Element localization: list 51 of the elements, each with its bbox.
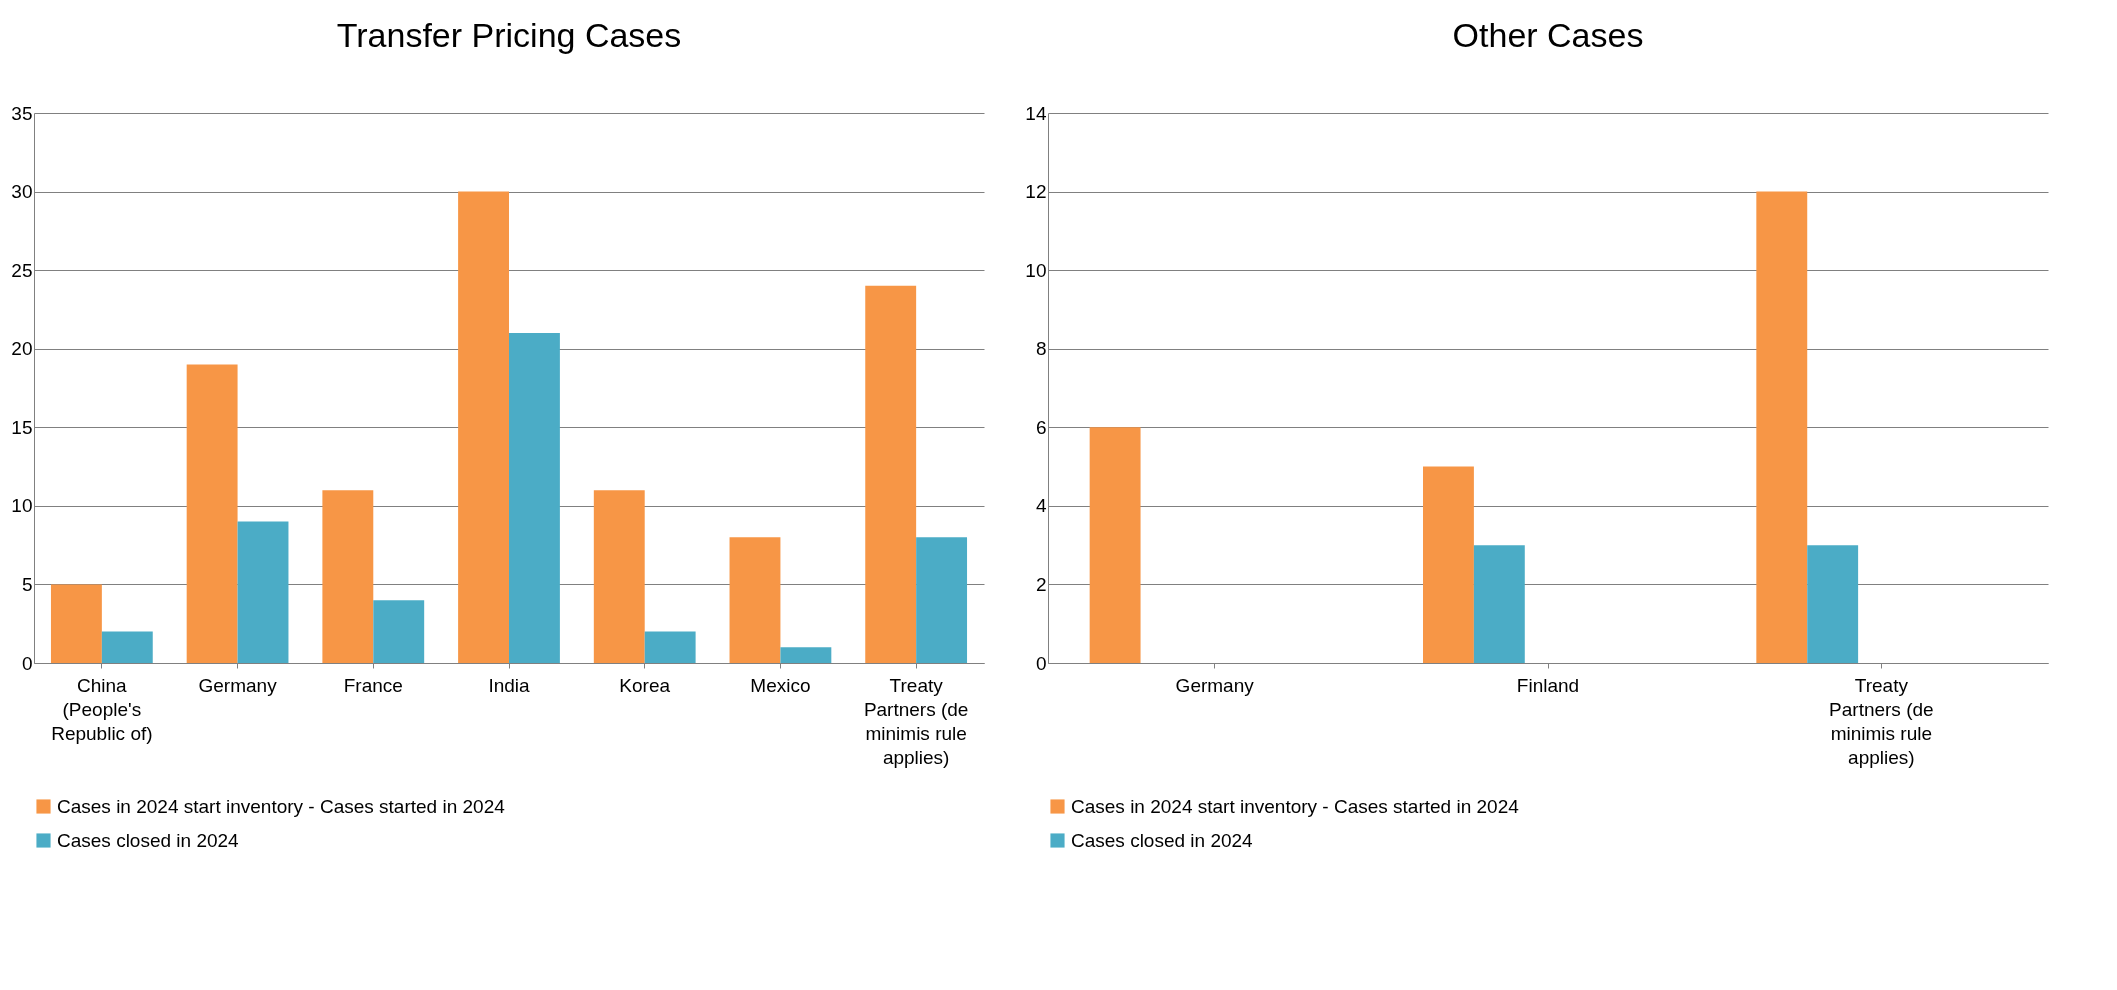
- y-tick-label: 2: [1035, 573, 1047, 595]
- bar: [865, 285, 917, 663]
- bar: [1089, 427, 1141, 663]
- x-tick-label: Mexico: [750, 674, 811, 696]
- bar: [644, 631, 696, 663]
- x-tick-label: Treaty Partners (de minimis rule applies): [863, 674, 969, 768]
- y-tick-label: 14: [1025, 102, 1047, 124]
- x-tick-label: France: [343, 674, 403, 696]
- bar: [1423, 466, 1474, 663]
- y-tick-label: 8: [1035, 338, 1047, 360]
- bar: [509, 333, 560, 663]
- bar: [1473, 545, 1525, 663]
- bar: [916, 537, 968, 663]
- y-tick-label: 10: [1025, 259, 1047, 281]
- chart-title: Transfer Pricing Cases: [336, 16, 682, 54]
- x-tick-label: Germany: [198, 674, 278, 696]
- y-tick-label: 25: [11, 259, 33, 281]
- bar: [237, 521, 289, 663]
- bar: [1756, 191, 1808, 663]
- x-tick-label: Korea: [619, 674, 671, 696]
- y-tick-label: 12: [1025, 181, 1047, 203]
- legend-label: Cases in 2024 start inventory - Cases started in 2024: [57, 795, 506, 817]
- bar: [322, 490, 374, 663]
- y-tick-label: 6: [1035, 416, 1047, 438]
- y-tick-label: 4: [1035, 495, 1047, 517]
- y-tick-label: 0: [21, 652, 33, 674]
- legend-label: Cases closed in 2024: [1071, 829, 1254, 851]
- bar: [50, 584, 102, 663]
- x-tick-label: Germany: [1175, 674, 1255, 696]
- bar: [101, 631, 153, 663]
- y-tick-label: 30: [11, 181, 33, 203]
- bar: [729, 537, 781, 663]
- bar: [1807, 545, 1859, 663]
- x-tick-label: Finland: [1516, 674, 1580, 696]
- y-tick-label: 15: [11, 416, 33, 438]
- bar: [780, 647, 832, 663]
- y-tick-label: 5: [21, 573, 33, 595]
- x-tick-label: Treaty Partners (de minimis rule applies): [1829, 674, 1934, 768]
- legend-label: Cases closed in 2024: [57, 829, 240, 851]
- bar: [186, 364, 238, 663]
- bar: [593, 490, 645, 663]
- bar: [373, 600, 425, 663]
- bar: [458, 191, 509, 663]
- y-tick-label: 20: [11, 338, 33, 360]
- y-tick-label: 10: [11, 495, 33, 517]
- legend-label: Cases in 2024 start inventory - Cases started in 2024: [1071, 795, 1520, 817]
- chart-title: Other Cases: [1452, 16, 1644, 54]
- y-tick-label: 35: [11, 102, 33, 124]
- x-tick-label: India: [488, 674, 531, 696]
- y-tick-label: 0: [1035, 652, 1047, 674]
- x-tick-label: China (People's Republic of): [51, 674, 153, 744]
